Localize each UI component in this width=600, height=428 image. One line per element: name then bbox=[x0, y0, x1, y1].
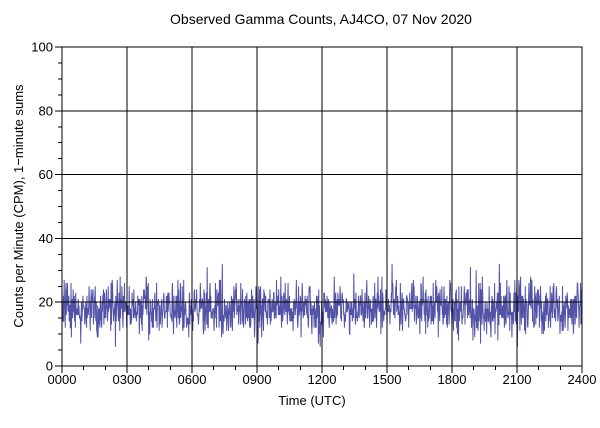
y-tick-label: 100 bbox=[31, 40, 53, 55]
tick-label-layer: 0000 0300 0600 0900 1200 1500 1800 2100 2400 0 20 4… bbox=[31, 40, 596, 388]
y-tick-label: 80 bbox=[39, 103, 53, 118]
x-tick-label: 0300 bbox=[113, 372, 142, 387]
x-tick-label: 2400 bbox=[568, 372, 597, 387]
x-tick-label: 1500 bbox=[373, 372, 402, 387]
x-tick-label: 0900 bbox=[243, 372, 272, 387]
y-tick-label: 0 bbox=[46, 359, 53, 374]
x-tick-label: 2100 bbox=[503, 372, 532, 387]
axis-tick-layer bbox=[55, 46, 583, 373]
x-tick-label: 0600 bbox=[178, 372, 207, 387]
x-axis-label: Time (UTC) bbox=[278, 393, 345, 408]
x-tick-label: 1800 bbox=[438, 372, 467, 387]
plot-frame bbox=[61, 46, 583, 367]
y-tick-label: 60 bbox=[39, 167, 53, 182]
x-tick-label: 0000 bbox=[48, 372, 77, 387]
y-tick-label: 40 bbox=[39, 231, 53, 246]
grid-layer bbox=[62, 47, 582, 366]
y-axis-label: Counts per Minute (CPM), 1−minute sums bbox=[11, 84, 26, 328]
chart-title: Observed Gamma Counts, AJ4CO, 07 Nov 202… bbox=[170, 11, 472, 27]
x-tick-label: 1200 bbox=[308, 372, 337, 387]
y-tick-label: 20 bbox=[39, 295, 53, 310]
